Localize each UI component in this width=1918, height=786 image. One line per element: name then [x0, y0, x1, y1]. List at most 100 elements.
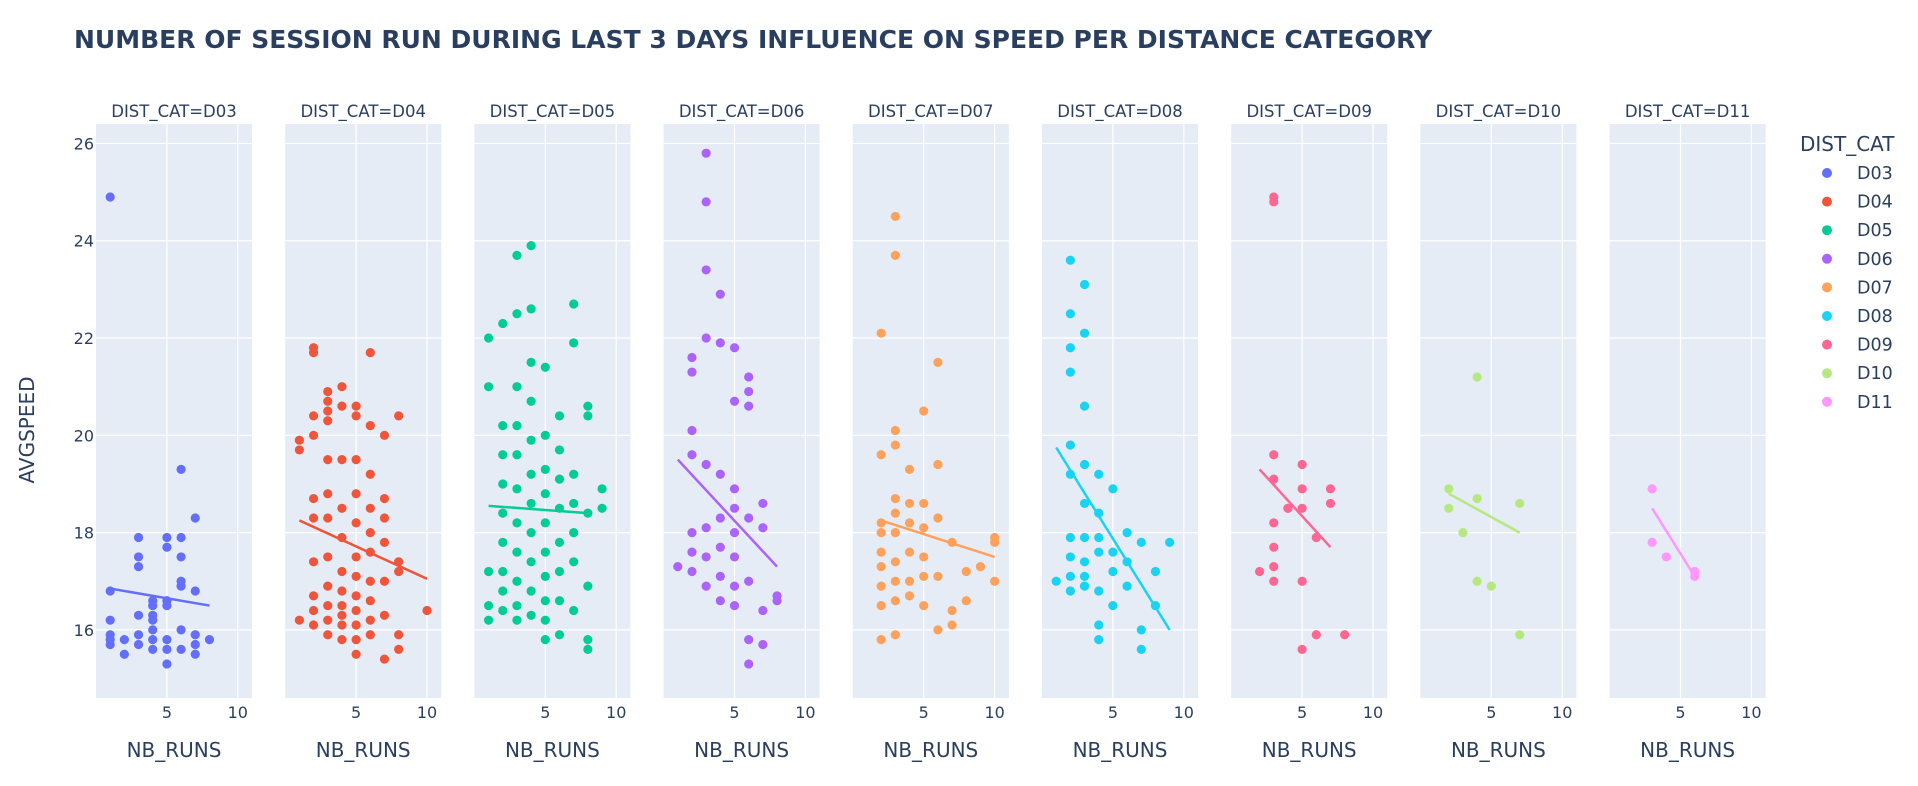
- legend-marker: [1822, 396, 1832, 407]
- data-point: [876, 518, 886, 528]
- data-point: [526, 435, 536, 445]
- legend-item-d04[interactable]: D04: [1822, 193, 1893, 213]
- x-tick-label: 10: [1174, 703, 1194, 722]
- data-point: [904, 576, 915, 586]
- data-point: [365, 469, 375, 479]
- data-point: [294, 435, 304, 445]
- legend-item-d07[interactable]: D07: [1822, 278, 1893, 298]
- x-tick-label: 5: [1108, 703, 1118, 722]
- data-point: [190, 586, 200, 596]
- data-point: [1136, 537, 1146, 547]
- data-point: [1094, 620, 1104, 630]
- data-point: [512, 420, 522, 431]
- data-point: [1094, 547, 1104, 557]
- data-point: [701, 148, 711, 158]
- data-point: [526, 498, 536, 509]
- facet-plot-background: [852, 124, 1009, 698]
- data-point: [323, 600, 333, 611]
- data-point: [701, 197, 711, 207]
- legend-item-d08[interactable]: D08: [1822, 307, 1893, 327]
- data-point: [379, 513, 390, 523]
- data-point: [1486, 581, 1496, 591]
- data-point: [379, 610, 390, 620]
- data-point: [583, 581, 593, 591]
- data-point: [483, 382, 494, 392]
- data-point: [1094, 635, 1104, 645]
- data-point: [1444, 503, 1454, 513]
- data-point: [379, 493, 390, 504]
- trendline: [1258, 468, 1332, 549]
- data-point: [1136, 625, 1146, 635]
- data-point: [933, 513, 943, 523]
- data-point: [379, 430, 390, 440]
- x-tick-label: 5: [540, 703, 550, 722]
- facet-label: DIST_CAT=D04: [300, 102, 426, 122]
- data-point: [569, 469, 579, 479]
- x-tick-label: 10: [1741, 703, 1761, 722]
- data-point: [1079, 459, 1090, 470]
- data-point: [162, 644, 172, 654]
- legend-item-d05[interactable]: D05: [1822, 221, 1893, 241]
- data-point: [323, 386, 333, 397]
- data-point: [1297, 503, 1307, 513]
- data-point: [890, 250, 900, 260]
- data-point: [105, 192, 115, 202]
- data-point: [744, 659, 754, 669]
- data-point: [1079, 279, 1090, 290]
- data-point: [687, 367, 697, 377]
- legend-item-d06[interactable]: D06: [1822, 250, 1893, 270]
- x-tick-label: 5: [1486, 703, 1496, 722]
- data-point: [758, 605, 768, 616]
- data-point: [204, 635, 215, 645]
- legend-marker: [1822, 168, 1832, 178]
- legend-item-d11[interactable]: D11: [1822, 393, 1893, 413]
- data-point: [687, 450, 697, 460]
- data-point: [1297, 576, 1307, 586]
- data-point: [365, 576, 375, 586]
- legend-label: D08: [1857, 307, 1893, 327]
- legend-item-d09[interactable]: D09: [1822, 336, 1893, 356]
- legend-item-d03[interactable]: D03: [1822, 164, 1893, 184]
- facet-plot-background: [96, 124, 252, 698]
- data-point: [1269, 197, 1279, 207]
- data-point: [512, 484, 522, 494]
- data-point: [1647, 537, 1657, 547]
- trendline: [1448, 492, 1521, 534]
- data-point: [323, 630, 333, 640]
- data-point: [133, 639, 144, 650]
- data-point: [1254, 566, 1265, 577]
- data-point: [133, 610, 144, 620]
- facet-label: DIST_CAT=D05: [490, 102, 616, 122]
- data-point: [1472, 576, 1482, 586]
- data-point: [583, 644, 593, 654]
- facet-d05: DIST_CAT=D05 5 10 NB_RUNS: [474, 102, 631, 762]
- trendline: [488, 504, 588, 515]
- legend-item-d10[interactable]: D10: [1822, 364, 1893, 384]
- data-point: [1065, 255, 1075, 265]
- data-point: [554, 537, 565, 547]
- data-point: [498, 537, 508, 547]
- data-point: [876, 562, 886, 572]
- data-point: [526, 469, 536, 479]
- data-point: [1065, 571, 1075, 581]
- trendline: [298, 519, 428, 580]
- data-point: [540, 571, 550, 581]
- data-point: [890, 576, 900, 586]
- data-point: [1661, 552, 1671, 562]
- data-point: [1065, 552, 1075, 562]
- x-axis-title: NB_RUNS: [316, 738, 411, 762]
- data-point: [715, 596, 725, 606]
- data-point: [308, 591, 319, 601]
- x-axis-title: NB_RUNS: [127, 738, 222, 762]
- data-point: [990, 576, 1000, 586]
- x-tick-label: 10: [984, 703, 1004, 722]
- data-point: [1269, 518, 1279, 528]
- data-point: [1311, 630, 1321, 640]
- data-point: [919, 406, 929, 416]
- facet-label: DIST_CAT=D03: [111, 102, 237, 122]
- data-point: [1269, 562, 1279, 572]
- data-point: [1108, 600, 1118, 611]
- data-point: [512, 576, 522, 586]
- legend-label: D09: [1857, 336, 1893, 356]
